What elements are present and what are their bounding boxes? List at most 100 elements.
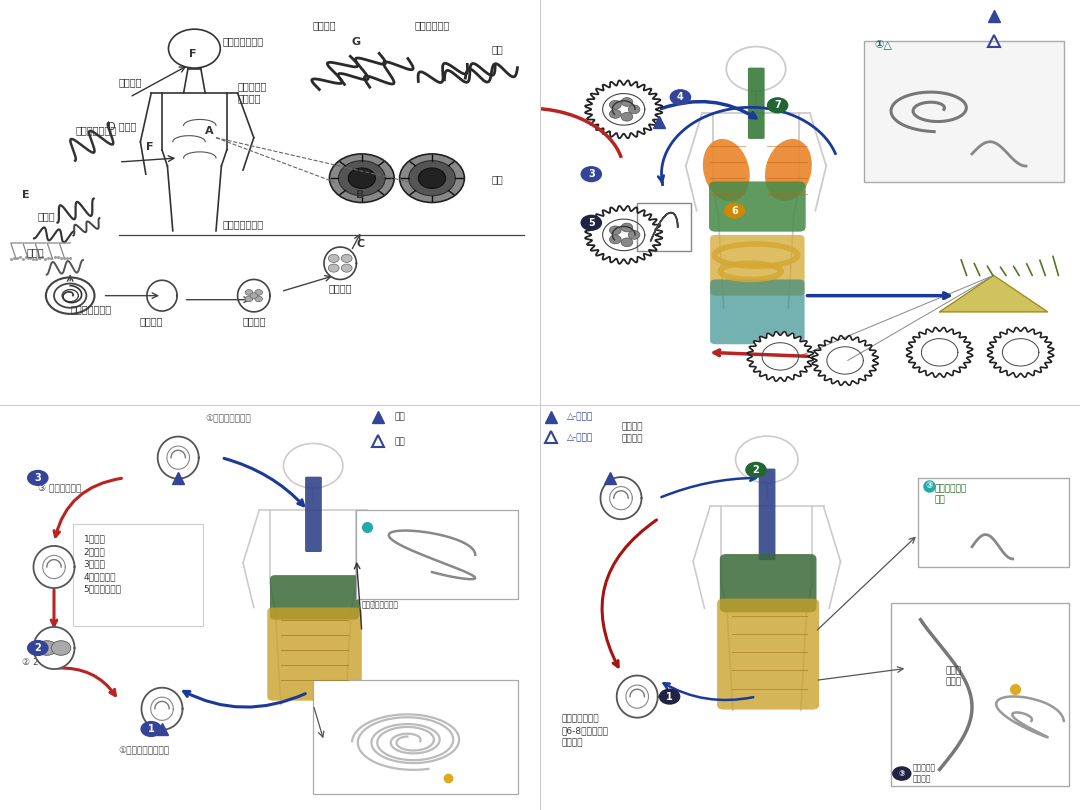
Circle shape xyxy=(621,113,633,121)
Text: 四细胞期: 四细胞期 xyxy=(328,284,352,293)
Text: 十二指肠钩虫: 十二指肠钩虫 xyxy=(415,20,449,30)
Text: ①在人体小肠上部: ①在人体小肠上部 xyxy=(205,414,251,423)
Circle shape xyxy=(745,462,767,478)
FancyBboxPatch shape xyxy=(313,680,518,794)
Circle shape xyxy=(621,223,633,232)
Text: 幼虫从卵内孵出: 幼虫从卵内孵出 xyxy=(70,304,111,313)
Text: ③: ③ xyxy=(899,769,905,778)
Circle shape xyxy=(341,264,352,272)
Text: 5: 5 xyxy=(588,218,595,228)
Text: 杆状蛆: 杆状蛆 xyxy=(27,247,44,257)
Polygon shape xyxy=(324,247,356,279)
Circle shape xyxy=(329,154,394,202)
Circle shape xyxy=(27,470,49,486)
Circle shape xyxy=(245,289,253,296)
Circle shape xyxy=(892,766,912,781)
Text: D 丝状蛆: D 丝状蛆 xyxy=(108,122,136,131)
Polygon shape xyxy=(617,676,658,718)
FancyBboxPatch shape xyxy=(73,525,203,625)
Circle shape xyxy=(168,29,220,68)
Polygon shape xyxy=(141,688,183,730)
Text: △-诊断期: △-诊断期 xyxy=(567,433,593,442)
Ellipse shape xyxy=(703,139,750,201)
Text: 桑椹期卵: 桑椹期卵 xyxy=(242,316,266,326)
Polygon shape xyxy=(147,280,177,311)
Circle shape xyxy=(341,254,352,262)
Polygon shape xyxy=(747,331,813,382)
Text: 2: 2 xyxy=(35,643,41,653)
Text: 体态: 体态 xyxy=(491,45,503,54)
Text: 成虫寄生于
人体小肠: 成虫寄生于 人体小肠 xyxy=(238,82,267,103)
Text: 雄性在小肠中繁殖: 雄性在小肠中繁殖 xyxy=(362,600,399,609)
Text: 经皮肤侵入人体: 经皮肤侵入人体 xyxy=(76,126,117,135)
Circle shape xyxy=(418,168,446,189)
Text: A: A xyxy=(205,126,214,135)
Text: 美洲钩虫: 美洲钩虫 xyxy=(312,20,336,30)
FancyBboxPatch shape xyxy=(747,68,765,139)
Text: 虫卵在肛门周围
经6-8小时发育为
感染期卵: 虫卵在肛门周围 经6-8小时发育为 感染期卵 xyxy=(562,714,609,747)
Circle shape xyxy=(249,292,257,298)
Circle shape xyxy=(659,688,680,705)
Text: 感染期卵
被人吞食: 感染期卵 被人吞食 xyxy=(621,423,643,443)
Text: 1．腹痛
2．腹泻
3．肠血
4．直肠脱出
5．肠坏疽如死: 1．腹痛 2．腹泻 3．肠血 4．直肠脱出 5．肠坏疽如死 xyxy=(84,535,122,594)
FancyBboxPatch shape xyxy=(759,468,775,561)
Text: E: E xyxy=(22,190,29,200)
FancyBboxPatch shape xyxy=(711,279,805,344)
Text: 在人体内的发育: 在人体内的发育 xyxy=(222,36,264,46)
Text: 1: 1 xyxy=(148,724,154,734)
Polygon shape xyxy=(585,206,662,264)
Text: 2: 2 xyxy=(753,465,759,475)
Circle shape xyxy=(338,160,386,196)
Text: 4: 4 xyxy=(677,92,684,102)
Circle shape xyxy=(629,231,639,239)
Circle shape xyxy=(27,640,49,656)
Polygon shape xyxy=(158,437,199,479)
Circle shape xyxy=(328,264,339,272)
Circle shape xyxy=(621,97,633,106)
Circle shape xyxy=(609,226,621,235)
FancyBboxPatch shape xyxy=(708,181,806,232)
Polygon shape xyxy=(940,275,1048,312)
Text: 6: 6 xyxy=(731,206,738,215)
Text: 成虫: 成虫 xyxy=(394,412,405,422)
Circle shape xyxy=(140,721,162,737)
Polygon shape xyxy=(987,327,1054,377)
Ellipse shape xyxy=(765,139,812,201)
Polygon shape xyxy=(906,327,973,377)
FancyBboxPatch shape xyxy=(268,608,362,701)
Text: B: B xyxy=(356,190,365,200)
Text: 含胚胎卵: 含胚胎卵 xyxy=(139,316,163,326)
Text: 诊期: 诊期 xyxy=(394,437,405,446)
Circle shape xyxy=(255,296,262,301)
Text: 经口感染: 经口感染 xyxy=(119,77,143,87)
FancyBboxPatch shape xyxy=(637,202,691,251)
Text: ② 2 cell 期: ② 2 cell 期 xyxy=(22,657,65,666)
Circle shape xyxy=(581,215,602,231)
FancyBboxPatch shape xyxy=(356,510,518,599)
Circle shape xyxy=(52,641,71,655)
Text: 口囊: 口囊 xyxy=(491,174,503,184)
FancyBboxPatch shape xyxy=(719,554,816,612)
Text: 丝状蛆: 丝状蛆 xyxy=(38,211,55,220)
Circle shape xyxy=(348,168,376,189)
Text: G: G xyxy=(351,36,360,46)
Text: 7: 7 xyxy=(774,100,781,110)
Circle shape xyxy=(629,105,639,113)
FancyBboxPatch shape xyxy=(305,476,322,552)
Polygon shape xyxy=(238,279,270,312)
Circle shape xyxy=(37,641,57,655)
Circle shape xyxy=(245,296,253,301)
Text: F: F xyxy=(189,49,197,58)
Circle shape xyxy=(328,254,339,262)
FancyBboxPatch shape xyxy=(717,599,819,710)
Text: ③ 有感染性的卵: ③ 有感染性的卵 xyxy=(38,483,81,492)
FancyBboxPatch shape xyxy=(711,235,805,296)
FancyBboxPatch shape xyxy=(891,603,1069,786)
Polygon shape xyxy=(600,477,642,519)
Polygon shape xyxy=(33,546,75,588)
Text: 蛔虫移行至
盲肠排卵: 蛔虫移行至 盲肠排卵 xyxy=(913,764,935,783)
Polygon shape xyxy=(33,627,75,669)
Text: ①虫卵经肛门入肠道: ①虫卵经肛门入肠道 xyxy=(119,746,170,755)
Circle shape xyxy=(724,202,745,219)
Circle shape xyxy=(670,89,691,105)
